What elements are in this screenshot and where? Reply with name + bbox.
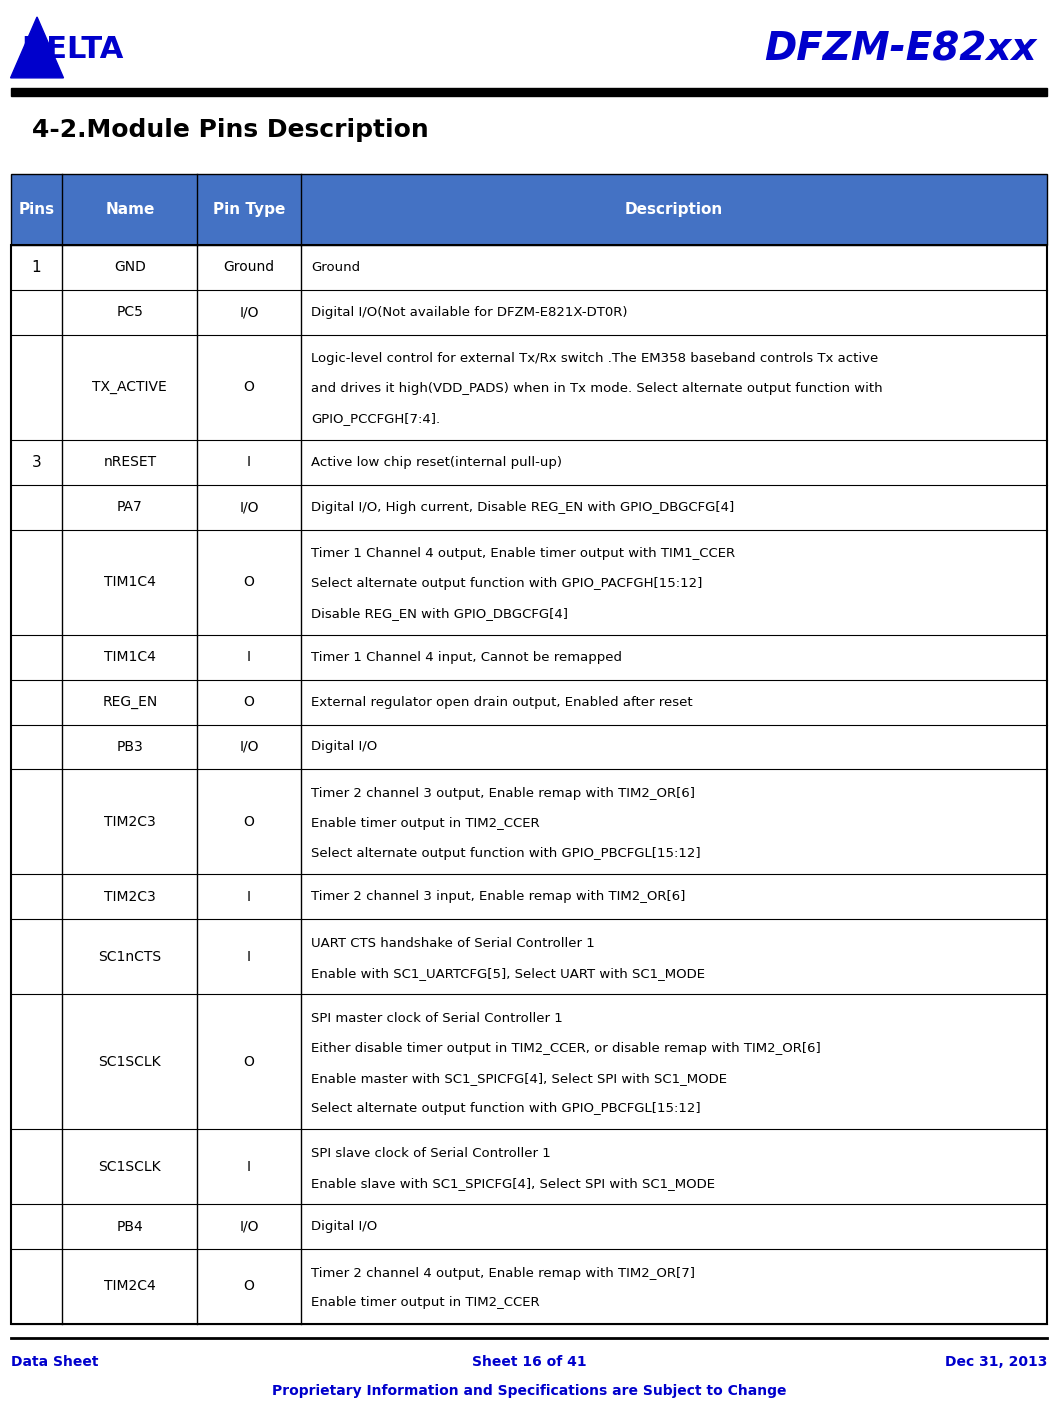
Text: O: O bbox=[243, 381, 255, 394]
Text: O: O bbox=[243, 1280, 255, 1293]
Text: SPI slave clock of Serial Controller 1: SPI slave clock of Serial Controller 1 bbox=[311, 1147, 551, 1160]
Text: DELTA: DELTA bbox=[21, 35, 124, 64]
Text: UART CTS handshake of Serial Controller 1: UART CTS handshake of Serial Controller … bbox=[311, 937, 596, 950]
Text: TX_ACTIVE: TX_ACTIVE bbox=[92, 381, 167, 394]
Text: Dec 31, 2013: Dec 31, 2013 bbox=[945, 1355, 1047, 1369]
Text: DFZM-E82xx: DFZM-E82xx bbox=[764, 31, 1037, 68]
Text: PC5: PC5 bbox=[116, 306, 143, 320]
Text: Digital I/O(Not available for DFZM-E821X-DT0R): Digital I/O(Not available for DFZM-E821X… bbox=[311, 306, 628, 319]
Text: I: I bbox=[248, 456, 251, 469]
Text: Enable master with SC1_SPICFG[4], Select SPI with SC1_MODE: Enable master with SC1_SPICFG[4], Select… bbox=[311, 1072, 728, 1085]
Text: PA7: PA7 bbox=[117, 500, 143, 514]
Text: I: I bbox=[248, 650, 251, 664]
Polygon shape bbox=[11, 17, 63, 78]
Text: Ground: Ground bbox=[311, 261, 361, 273]
Text: Digital I/O, High current, Disable REG_EN with GPIO_DBGCFG[4]: Digital I/O, High current, Disable REG_E… bbox=[311, 501, 734, 514]
Text: Digital I/O: Digital I/O bbox=[311, 741, 378, 753]
Text: Timer 2 channel 3 output, Enable remap with TIM2_OR[6]: Timer 2 channel 3 output, Enable remap w… bbox=[311, 787, 695, 800]
Text: Select alternate output function with GPIO_PBCFGL[15:12]: Select alternate output function with GP… bbox=[311, 847, 701, 860]
Text: Select alternate output function with GPIO_PACFGH[15:12]: Select alternate output function with GP… bbox=[311, 578, 703, 590]
Text: Pins: Pins bbox=[18, 202, 55, 217]
Text: Timer 2 channel 4 output, Enable remap with TIM2_OR[7]: Timer 2 channel 4 output, Enable remap w… bbox=[311, 1266, 695, 1280]
Text: TIM1C4: TIM1C4 bbox=[104, 650, 156, 664]
Text: I: I bbox=[248, 889, 251, 903]
Text: I/O: I/O bbox=[239, 306, 259, 320]
Text: PB3: PB3 bbox=[116, 741, 143, 753]
Text: SPI master clock of Serial Controller 1: SPI master clock of Serial Controller 1 bbox=[311, 1012, 563, 1025]
Text: Disable REG_EN with GPIO_DBGCFG[4]: Disable REG_EN with GPIO_DBGCFG[4] bbox=[311, 607, 568, 620]
Text: Enable with SC1_UARTCFG[5], Select UART with SC1_MODE: Enable with SC1_UARTCFG[5], Select UART … bbox=[311, 967, 706, 980]
Text: 1: 1 bbox=[32, 261, 41, 275]
Text: Data Sheet: Data Sheet bbox=[11, 1355, 98, 1369]
Text: I: I bbox=[248, 1160, 251, 1174]
Text: Enable timer output in TIM2_CCER: Enable timer output in TIM2_CCER bbox=[311, 817, 540, 830]
Text: Either disable timer output in TIM2_CCER, or disable remap with TIM2_OR[6]: Either disable timer output in TIM2_CCER… bbox=[311, 1042, 821, 1055]
Text: External regulator open drain output, Enabled after reset: External regulator open drain output, En… bbox=[311, 695, 693, 708]
Text: GND: GND bbox=[114, 261, 146, 275]
Text: TIM2C3: TIM2C3 bbox=[104, 889, 156, 903]
Text: Ground: Ground bbox=[223, 261, 275, 275]
Text: O: O bbox=[243, 575, 255, 589]
Text: SC1SCLK: SC1SCLK bbox=[98, 1055, 161, 1069]
Text: I/O: I/O bbox=[239, 500, 259, 514]
Text: Digital I/O: Digital I/O bbox=[311, 1221, 378, 1233]
Text: SC1nCTS: SC1nCTS bbox=[98, 950, 162, 964]
Text: Pin Type: Pin Type bbox=[213, 202, 286, 217]
Text: Name: Name bbox=[105, 202, 154, 217]
Bar bbox=[11, 245, 1047, 1324]
Text: Sheet 16 of 41: Sheet 16 of 41 bbox=[472, 1355, 586, 1369]
Text: Enable timer output in TIM2_CCER: Enable timer output in TIM2_CCER bbox=[311, 1297, 540, 1310]
Text: SC1SCLK: SC1SCLK bbox=[98, 1160, 161, 1174]
Text: Timer 1 Channel 4 output, Enable timer output with TIM1_CCER: Timer 1 Channel 4 output, Enable timer o… bbox=[311, 547, 735, 561]
Text: TIM1C4: TIM1C4 bbox=[104, 575, 156, 589]
Text: nRESET: nRESET bbox=[104, 456, 157, 469]
Text: Logic-level control for external Tx/Rx switch .The EM358 baseband controls Tx ac: Logic-level control for external Tx/Rx s… bbox=[311, 353, 879, 365]
Text: Proprietary Information and Specifications are Subject to Change: Proprietary Information and Specificatio… bbox=[272, 1383, 786, 1398]
Bar bbox=[11, 88, 1047, 96]
Text: I/O: I/O bbox=[239, 741, 259, 753]
Text: Active low chip reset(internal pull-up): Active low chip reset(internal pull-up) bbox=[311, 456, 563, 469]
Text: Select alternate output function with GPIO_PBCFGL[15:12]: Select alternate output function with GP… bbox=[311, 1102, 701, 1114]
Text: I/O: I/O bbox=[239, 1219, 259, 1233]
Text: and drives it high(VDD_PADS) when in Tx mode. Select alternate output function w: and drives it high(VDD_PADS) when in Tx … bbox=[311, 382, 883, 395]
Text: Timer 1 Channel 4 input, Cannot be remapped: Timer 1 Channel 4 input, Cannot be remap… bbox=[311, 650, 622, 664]
Text: Description: Description bbox=[625, 202, 724, 217]
Bar bbox=[11, 174, 1047, 245]
Text: O: O bbox=[243, 816, 255, 828]
Text: PB4: PB4 bbox=[116, 1219, 143, 1233]
Text: O: O bbox=[243, 1055, 255, 1069]
Text: Timer 2 channel 3 input, Enable remap with TIM2_OR[6]: Timer 2 channel 3 input, Enable remap wi… bbox=[311, 891, 686, 903]
Text: 4-2.Module Pins Description: 4-2.Module Pins Description bbox=[32, 119, 428, 142]
Text: I: I bbox=[248, 950, 251, 964]
Text: Enable slave with SC1_SPICFG[4], Select SPI with SC1_MODE: Enable slave with SC1_SPICFG[4], Select … bbox=[311, 1177, 715, 1189]
Text: O: O bbox=[243, 695, 255, 709]
Text: REG_EN: REG_EN bbox=[103, 695, 158, 709]
Text: GPIO_PCCFGH[7:4].: GPIO_PCCFGH[7:4]. bbox=[311, 412, 440, 425]
Text: TIM2C4: TIM2C4 bbox=[104, 1280, 156, 1293]
Text: TIM2C3: TIM2C3 bbox=[104, 816, 156, 828]
Text: 3: 3 bbox=[32, 455, 41, 470]
